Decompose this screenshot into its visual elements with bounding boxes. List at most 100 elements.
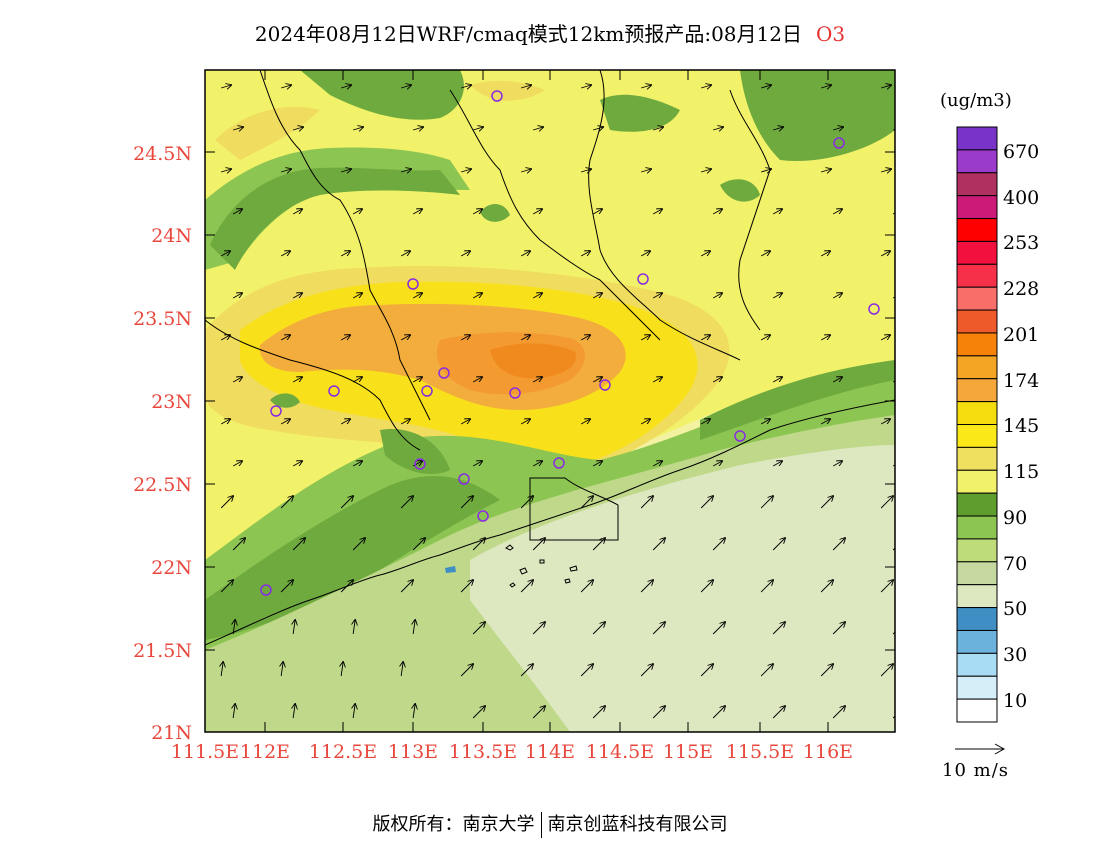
- wind-arrow: [352, 461, 362, 467]
- legend-label: 10: [1003, 690, 1028, 712]
- concentration-field: [205, 70, 895, 732]
- title-text: 2024年08月12日WRF/cmaq模式12km预报产品:08月12日: [254, 22, 802, 46]
- legend-label: 145: [1003, 415, 1040, 437]
- wind-arrow: [520, 496, 533, 509]
- wind-arrow: [880, 335, 890, 341]
- wind-arrow: [821, 85, 831, 88]
- wind-arrow: [700, 251, 710, 257]
- legend-swatch: [956, 332, 998, 357]
- wind-arrow: [592, 293, 602, 299]
- wind-arrow: [700, 664, 713, 677]
- wind-arrow: [220, 580, 233, 593]
- concentration-contour: [700, 360, 895, 440]
- station-marker: [477, 510, 489, 522]
- wind-arrow: [820, 580, 833, 593]
- wind-arrow: [640, 335, 650, 341]
- wind-arrow: [532, 622, 545, 635]
- legend-swatch: [956, 561, 998, 586]
- legend-label: 30: [1003, 644, 1028, 666]
- wind-arrow: [712, 622, 725, 635]
- wind-arrow: [712, 209, 722, 215]
- wind-arrow: [652, 461, 662, 467]
- wind-arrow: [292, 293, 302, 299]
- wind-arrow: [353, 127, 363, 130]
- lon-label: 113.5E: [449, 741, 517, 763]
- wind-arrow: [713, 127, 723, 130]
- copyright-footer: 版权所有：南京大学 南京创蓝科技有限公司: [0, 810, 1100, 838]
- wind-arrow: [412, 538, 425, 551]
- wind-arrow: [232, 461, 242, 467]
- wind-arrow: [640, 419, 650, 425]
- wind-arrow: [581, 85, 591, 88]
- wind-arrow: [460, 580, 473, 593]
- wind-arrow: [400, 580, 413, 593]
- boundaries: [205, 70, 895, 646]
- lat-label: 22N: [151, 557, 192, 579]
- concentration-contour: [445, 566, 456, 573]
- station-marker: [491, 90, 503, 102]
- station-marker: [438, 367, 450, 379]
- legend-label: 228: [1003, 278, 1040, 300]
- wind-arrow: [520, 664, 533, 677]
- wind-arrow: [712, 706, 725, 719]
- wind-reference-arrowhead: [994, 743, 1006, 755]
- longitude-labels: 111.5E 112E 112.5E 113E 113.5E 114E 114.…: [171, 741, 853, 763]
- wind-arrow: [760, 664, 773, 677]
- wind-arrow: [580, 251, 590, 257]
- concentration-contour: [740, 70, 895, 161]
- wind-arrow: [580, 419, 590, 425]
- wind-arrow: [473, 127, 483, 130]
- wind-arrow: [352, 209, 362, 215]
- wind-arrow: [700, 419, 710, 425]
- legend-swatch: [956, 286, 998, 311]
- wind-arrow: [292, 377, 302, 383]
- wind-arrow: [220, 335, 230, 341]
- legend-color-bar: [956, 126, 998, 723]
- wind-arrow: [701, 169, 711, 172]
- legend-label: 670: [1003, 141, 1040, 163]
- wind-arrow: [401, 169, 411, 172]
- legend-swatch: [956, 652, 998, 677]
- wind-arrow: [340, 335, 350, 341]
- wind-arrow: [772, 293, 782, 299]
- wind-arrow: [400, 335, 410, 341]
- lon-label: 112E: [240, 741, 290, 763]
- wind-arrow: [832, 622, 845, 635]
- wind-arrow: [592, 209, 602, 215]
- wind-arrow: [652, 209, 662, 215]
- legend-swatch: [956, 424, 998, 448]
- wind-arrow: [820, 251, 830, 257]
- wind-arrow: [881, 169, 891, 172]
- copyright-left: 版权所有：南京大学: [372, 814, 535, 835]
- wind-arrow: [532, 706, 545, 719]
- wind-arrow: [220, 496, 233, 509]
- wind-arrow: [760, 419, 770, 425]
- wind-arrow: [221, 662, 223, 677]
- wind-arrow: [772, 622, 785, 635]
- wind-arrow: [712, 377, 722, 383]
- wind-arrow: [413, 127, 423, 130]
- legend-swatch: [956, 469, 998, 494]
- wind-arrow: [233, 127, 243, 130]
- wind-arrow: [760, 580, 773, 593]
- wind-arrow: [221, 169, 231, 172]
- legend-label: 201: [1003, 324, 1040, 346]
- wind-arrow: [532, 377, 542, 383]
- wind-arrow: [521, 169, 531, 172]
- wind-arrow: [412, 377, 422, 383]
- wind-arrow: [652, 622, 665, 635]
- wind-arrow: [341, 662, 343, 677]
- wind-arrow: [640, 664, 653, 677]
- wind-arrow: [880, 664, 893, 677]
- wind-arrow: [772, 377, 782, 383]
- concentration-contour: [600, 94, 680, 132]
- wind-arrow: [340, 580, 353, 593]
- wind-arrow: [701, 85, 711, 88]
- legend-swatch: [956, 515, 998, 540]
- wind-arrow: [532, 293, 542, 299]
- wind-arrow: [700, 496, 713, 509]
- wind-arrow: [520, 419, 530, 425]
- wind-arrow: [293, 620, 295, 635]
- wind-arrow: [352, 538, 365, 551]
- islands: [505, 544, 578, 588]
